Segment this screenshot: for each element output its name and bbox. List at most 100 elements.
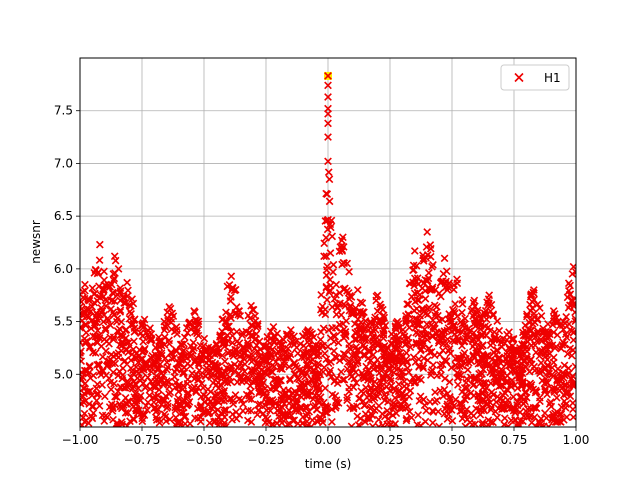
data-point	[365, 396, 374, 404]
data-point	[268, 401, 277, 410]
data-point	[104, 283, 113, 292]
x-tick-label: 0.75	[501, 433, 528, 447]
data-point	[328, 417, 336, 426]
data-point	[163, 402, 172, 411]
data-point	[325, 175, 334, 184]
data-point	[94, 390, 103, 398]
data-point	[127, 320, 136, 329]
data-point	[559, 338, 568, 347]
data-point	[383, 355, 391, 364]
data-point	[265, 351, 274, 359]
data-point	[173, 397, 182, 406]
data-point	[403, 364, 412, 372]
data-point	[340, 325, 348, 334]
data-point	[487, 405, 495, 414]
data-point	[569, 405, 576, 414]
data-point	[543, 390, 551, 399]
data-points	[80, 71, 576, 427]
data-point-peak	[373, 291, 382, 300]
data-point	[375, 316, 384, 325]
data-point	[556, 321, 564, 330]
data-point	[391, 400, 400, 409]
data-point	[96, 291, 105, 299]
data-point	[527, 418, 536, 427]
data-point-peak	[453, 275, 461, 284]
data-point	[157, 375, 166, 384]
data-point	[80, 357, 86, 366]
data-point	[220, 373, 229, 381]
data-point	[376, 303, 385, 312]
data-point	[488, 339, 497, 347]
data-point	[546, 398, 555, 406]
data-point	[402, 416, 411, 425]
data-point	[550, 416, 558, 425]
data-point	[503, 348, 512, 357]
data-point	[121, 408, 130, 417]
data-point	[263, 333, 272, 341]
data-point	[438, 277, 447, 285]
data-point	[391, 323, 400, 332]
data-point	[189, 346, 197, 355]
data-point	[118, 371, 127, 380]
data-point	[171, 413, 180, 422]
data-point	[154, 405, 163, 414]
data-point	[228, 339, 237, 347]
data-point	[104, 316, 113, 325]
data-point	[320, 349, 329, 358]
data-point	[474, 390, 483, 399]
data-point	[338, 242, 346, 251]
data-point	[391, 394, 399, 402]
data-point	[330, 347, 338, 355]
data-point	[322, 189, 331, 198]
data-point	[417, 305, 426, 314]
data-point	[180, 412, 188, 421]
data-point	[531, 333, 540, 342]
data-point	[384, 371, 392, 380]
data-point	[202, 364, 211, 373]
data-point	[245, 374, 254, 383]
data-point	[472, 332, 481, 341]
data-point	[127, 302, 135, 310]
data-point	[441, 283, 450, 292]
data-point	[314, 351, 323, 360]
data-point	[554, 365, 562, 373]
data-point	[481, 322, 489, 331]
data-point	[86, 342, 94, 351]
data-point	[374, 415, 383, 424]
y-axis-ticks: 5.0 5.5 6.0 6.5 7.0 7.5	[54, 104, 80, 381]
data-point	[211, 391, 219, 399]
data-point	[565, 290, 574, 299]
data-point	[319, 398, 328, 407]
data-point	[295, 384, 304, 393]
data-point	[83, 388, 91, 396]
data-point	[458, 308, 466, 317]
data-point	[473, 308, 482, 317]
data-point-peak	[529, 286, 538, 294]
data-point	[347, 372, 356, 381]
data-point	[183, 354, 191, 362]
data-point-peak	[440, 254, 449, 263]
data-point	[326, 286, 334, 295]
data-point	[557, 344, 566, 353]
data-point	[340, 375, 349, 384]
data-point	[458, 296, 467, 304]
data-point	[290, 340, 299, 349]
data-point	[531, 341, 539, 350]
data-point	[563, 350, 572, 358]
data-point	[403, 300, 412, 309]
data-point	[255, 368, 264, 376]
data-point	[183, 400, 192, 409]
data-point	[281, 352, 290, 361]
data-point	[473, 348, 482, 357]
data-point	[375, 376, 384, 385]
data-point	[318, 308, 326, 317]
data-point	[439, 346, 447, 355]
data-point	[107, 305, 115, 313]
data-point	[396, 367, 404, 375]
data-point	[324, 168, 333, 177]
data-point	[448, 336, 457, 345]
data-point	[535, 304, 544, 312]
data-point	[167, 349, 176, 358]
data-point	[299, 341, 308, 350]
data-point	[562, 400, 570, 409]
